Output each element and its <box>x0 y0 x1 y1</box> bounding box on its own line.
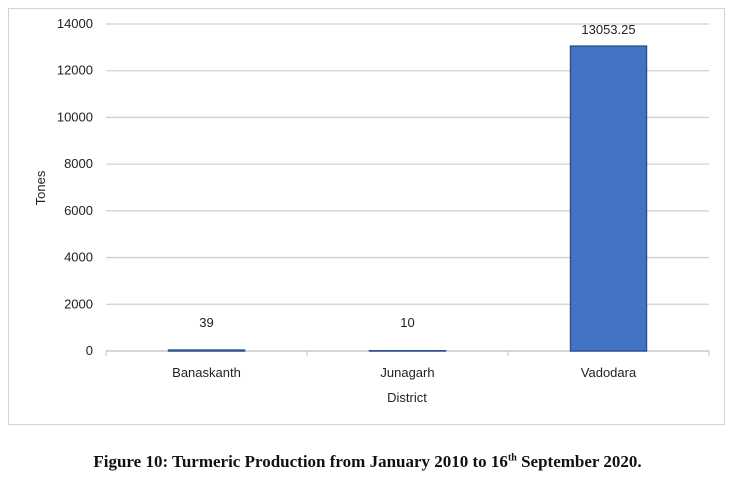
x-axis-title: District <box>387 390 427 405</box>
y-tick-label: 2000 <box>64 296 93 311</box>
bar-vadodara <box>569 45 648 352</box>
x-tick-label: Banaskanth <box>172 365 241 380</box>
figure-caption: Figure 10: Turmeric Production from Janu… <box>0 452 735 472</box>
y-tick-label: 4000 <box>64 250 93 265</box>
bar-banaskanth <box>167 349 246 352</box>
x-tick-label: Junagarh <box>380 365 434 380</box>
y-tick-label: 0 <box>86 343 93 358</box>
chart-frame <box>8 8 725 425</box>
caption-superscript: th <box>507 452 517 464</box>
y-axis-title: Tones <box>33 170 48 205</box>
data-label: 39 <box>199 315 213 330</box>
y-tick-label: 14000 <box>57 16 93 31</box>
caption-text-end: September 2020. <box>516 452 642 471</box>
x-tick-label: Vadodara <box>581 365 637 380</box>
y-tick-label: 8000 <box>64 156 93 171</box>
y-tick-label: 10000 <box>57 109 93 124</box>
y-tick-label: 6000 <box>64 203 93 218</box>
data-label: 13053.25 <box>581 22 635 37</box>
data-label: 10 <box>400 315 414 330</box>
caption-text: Figure 10: Turmeric Production from Janu… <box>93 452 508 471</box>
y-tick-label: 12000 <box>57 63 93 78</box>
